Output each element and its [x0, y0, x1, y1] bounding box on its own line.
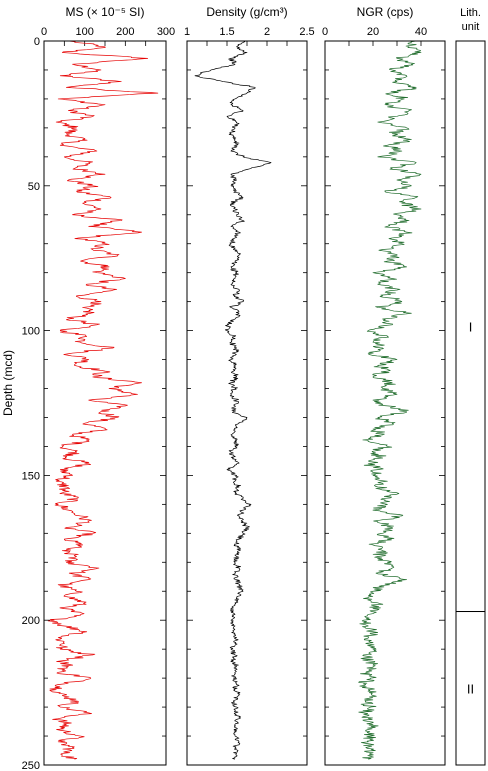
panel-frame: [324, 40, 446, 766]
y-tick-label: 50: [28, 181, 40, 193]
y-tick-label: 0: [34, 36, 40, 48]
series-line: [194, 40, 272, 760]
y-axis-label: Depth (mcd): [1, 350, 15, 416]
x-tick-label: 20: [367, 26, 379, 38]
lith-unit-label: II: [467, 681, 474, 696]
panel-frame: [186, 40, 308, 766]
lith-header-line2: unit: [462, 21, 480, 33]
x-tick-label: 1.5: [219, 26, 234, 38]
panel-title: Density (g/cm³): [206, 5, 287, 19]
y-tick-label: 200: [22, 615, 40, 627]
series-line: [47, 40, 159, 760]
x-tick-label: 300: [157, 26, 175, 38]
x-tick-label: 100: [75, 26, 93, 38]
lith-unit-label: I: [469, 319, 473, 334]
y-tick-label: 250: [22, 760, 40, 771]
panel-frame: [43, 40, 167, 766]
x-tick-label: 0: [322, 26, 328, 38]
panel-2: Density (g/cm³) 1 1.5 2 2.5: [184, 5, 315, 766]
panel-1: MS (× 10⁻⁵ SI) 0 100 200 300: [41, 5, 175, 766]
lith-header-line1: Lith.: [460, 7, 481, 19]
lith-unit-box: [455, 611, 486, 766]
x-tick-label: 1: [184, 26, 190, 38]
x-tick-label: 40: [415, 26, 427, 38]
x-tick-label: 2: [264, 26, 270, 38]
series-line: [358, 40, 422, 760]
x-tick-label: 200: [116, 26, 134, 38]
x-tick-label: 0: [41, 26, 47, 38]
panel-title: MS (× 10⁻⁵ SI): [66, 5, 145, 19]
panel-title: NGR (cps): [357, 5, 414, 19]
y-tick-label: 100: [22, 326, 40, 338]
panel-3: NGR (cps) 0 20 40: [322, 5, 446, 766]
x-tick-label: 2.5: [299, 26, 314, 38]
y-tick-label: 150: [22, 470, 40, 482]
